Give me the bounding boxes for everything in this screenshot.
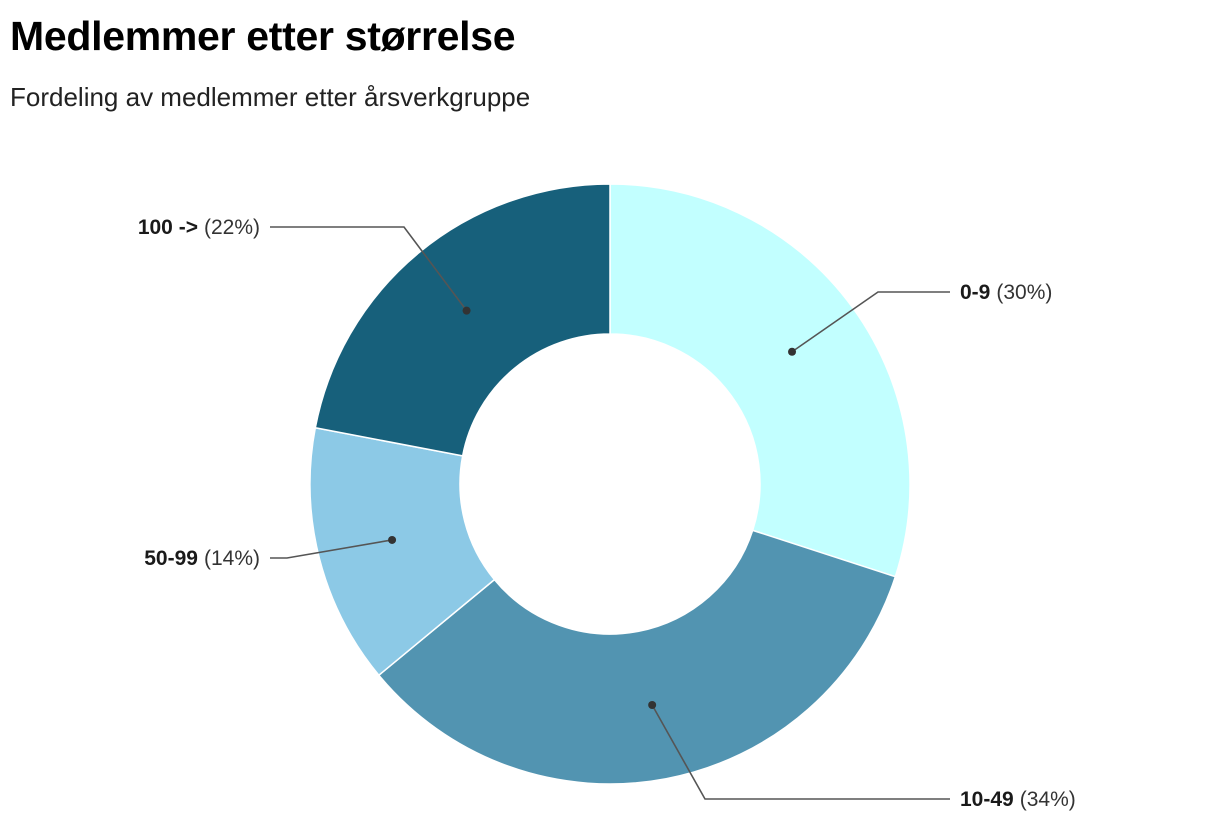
slice-label-percent: (30%) [996,281,1052,304]
slice-100 [314,183,611,457]
slice-label-name: 10-49 [960,788,1014,811]
slice-label-percent: (34%) [1020,788,1076,811]
slice-label-50-99: 50-99 (14%) [144,547,260,570]
chart-title: Medlemmer etter størrelse [10,13,516,59]
slice-label-name: 50-99 [144,547,198,570]
leader-line-100 [270,226,468,312]
slice-0-9 [609,183,911,578]
leader-dot-0-9 [788,347,797,356]
slice-label-percent: (22%) [204,216,260,239]
slice-label-percent: (14%) [204,547,260,570]
slice-label-0-9: 0-9 (30%) [960,281,1052,304]
leader-line-0-9 [791,291,950,353]
leader-dot-100 [462,306,471,315]
slice-50-99 [309,426,496,677]
leader-line-10-49 [651,704,950,800]
leader-dot-10-49 [648,701,657,710]
slice-label-100: 100 -> (22%) [138,216,260,239]
slice-label-name: 100 -> [138,216,198,239]
leader-dot-50-99 [388,535,397,544]
chart-subtitle: Fordeling av medlemmer etter årsverkgrup… [10,82,531,112]
slice-label-10-49: 10-49 (34%) [960,788,1076,811]
leader-line-50-99 [270,539,393,559]
slice-10-49 [377,529,897,785]
slice-label-name: 0-9 [960,281,990,304]
